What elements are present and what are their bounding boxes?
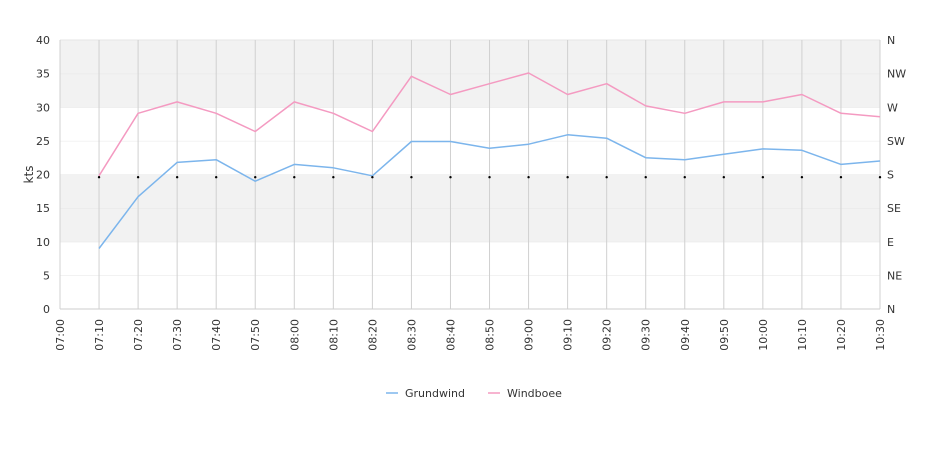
direction-label: S	[887, 169, 894, 182]
series-line-windboee	[98, 72, 881, 177]
plot-band	[60, 208, 880, 242]
x-tick-label: 10:20	[835, 319, 848, 351]
direction-label: E	[887, 236, 894, 249]
x-tick-label: 07:50	[249, 319, 262, 351]
plot-band	[60, 174, 880, 209]
x-tick-label: 10:00	[757, 319, 770, 351]
y-tick-label: 35	[36, 68, 50, 81]
x-tick-label: 09:40	[679, 319, 692, 351]
direction-marker	[878, 175, 882, 179]
y-tick-label: 40	[36, 34, 50, 47]
y-tick-label: 5	[43, 269, 50, 282]
direction-marker	[761, 175, 765, 179]
direction-marker	[605, 175, 608, 179]
series-line-grundwind	[98, 134, 881, 249]
y-tick-label: 15	[36, 202, 50, 215]
y-tick-label: 25	[36, 135, 50, 148]
plot-band	[60, 107, 880, 141]
direction-markers	[97, 175, 882, 179]
y-tick-label: 30	[36, 101, 50, 114]
plot-band	[60, 140, 880, 175]
x-tick-label: 09:00	[523, 319, 536, 351]
direction-marker	[488, 175, 491, 179]
plot-bands	[60, 39, 880, 310]
direction-marker	[527, 175, 530, 179]
direction-label: SW	[887, 135, 905, 148]
direction-marker	[449, 175, 452, 179]
y-tick-label: 10	[36, 236, 50, 249]
direction-marker	[644, 175, 647, 179]
y-axis-ticks: 0 5 10 15 20 25 30 35 40	[36, 34, 50, 316]
x-tick-label: 07:40	[210, 319, 223, 351]
x-tick-label: 08:30	[405, 319, 418, 351]
direction-marker	[371, 175, 374, 179]
direction-marker	[410, 175, 413, 179]
direction-marker	[332, 175, 335, 179]
x-tick-label: 08:20	[366, 319, 379, 351]
x-tick-label: 08:50	[484, 319, 497, 351]
direction-label: N	[887, 303, 895, 316]
direction-marker	[683, 175, 686, 179]
direction-marker	[800, 175, 804, 179]
plot-band	[60, 40, 880, 74]
legend[interactable]: Grundwind Windboee	[386, 387, 562, 400]
direction-marker	[175, 175, 179, 179]
x-tick-label: 07:10	[93, 319, 106, 351]
y-tick-label: 0	[43, 303, 50, 316]
x-tick-label: 08:10	[327, 319, 340, 351]
direction-label: SE	[887, 202, 901, 215]
direction-marker	[839, 175, 843, 179]
plot-band	[60, 241, 880, 276]
x-tick-label: 08:00	[288, 319, 301, 351]
x-axis-ticks: 07:00 07:10 07:20 07:30 07:40 07:50 08:00 08:10…	[54, 319, 887, 351]
series-lines	[98, 72, 881, 249]
y-tick-label: 20	[36, 169, 50, 182]
x-tick-label: 09:30	[640, 319, 653, 351]
plot-band	[60, 275, 880, 309]
direction-label: N	[887, 34, 895, 47]
direction-marker	[722, 175, 726, 179]
legend-label[interactable]: Windboee	[507, 387, 562, 400]
direction-marker	[254, 175, 257, 179]
y-axis-title: kts	[22, 166, 36, 184]
direction-label: W	[887, 101, 898, 114]
direction-label: NE	[887, 269, 902, 282]
direction-marker	[566, 175, 569, 179]
x-tick-label: 08:40	[444, 319, 457, 351]
x-tick-label: 09:10	[562, 319, 575, 351]
x-tick-label: 07:30	[171, 319, 184, 351]
direction-label: NW	[887, 68, 906, 81]
x-tick-label: 07:00	[54, 319, 67, 351]
direction-marker	[136, 175, 140, 179]
x-tick-label: 10:30	[874, 319, 887, 351]
x-tick-label: 09:20	[601, 319, 614, 351]
direction-marker	[97, 175, 101, 179]
x-tick-label: 09:50	[718, 319, 731, 351]
legend-label[interactable]: Grundwind	[405, 387, 465, 400]
direction-marker	[214, 175, 218, 179]
right-axis-direction-labels: N NE E SE S SW W NW N	[887, 34, 906, 316]
direction-marker	[293, 175, 296, 179]
x-tick-label: 07:20	[132, 319, 145, 351]
x-tick-label: 10:10	[796, 319, 809, 351]
